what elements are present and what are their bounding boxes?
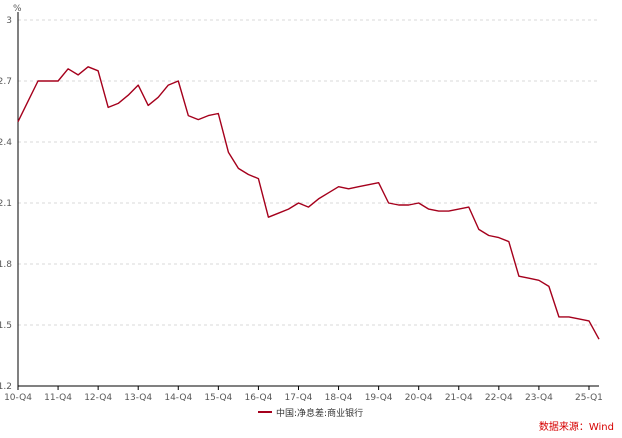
data-point — [567, 315, 570, 318]
data-point — [17, 120, 20, 123]
data-point — [197, 118, 200, 121]
y-axis-ticks: 1.2 1.5 1.8 2.1 2.4 2.7 3 — [0, 16, 12, 392]
legend[interactable]: 中国:净息差:商业银行 — [258, 405, 363, 419]
data-point — [467, 206, 470, 209]
data-point — [77, 73, 80, 76]
data-point — [307, 206, 310, 209]
data-point — [337, 185, 340, 188]
x-axis-ticks: 10-Q4 11-Q4 12-Q4 13-Q4 14-Q4 15-Q4 16-Q4 17-Q4… — [4, 386, 603, 403]
data-point — [477, 228, 480, 231]
data-point — [87, 65, 90, 68]
data-point — [227, 151, 230, 154]
data-point — [527, 277, 530, 280]
data-point — [437, 210, 440, 213]
data-point — [177, 80, 180, 83]
data-point — [487, 234, 490, 237]
data-point — [587, 319, 590, 322]
data-point — [598, 338, 601, 341]
data-point — [557, 315, 560, 318]
x-tick-label: 22-Q4 — [485, 393, 513, 403]
y-tick-label: 1.8 — [0, 260, 12, 270]
data-point — [107, 106, 110, 109]
y-axis-unit-label: % — [13, 4, 22, 14]
data-point — [67, 67, 70, 70]
x-tick-label: 19-Q4 — [365, 393, 393, 403]
data-point — [547, 285, 550, 288]
data-point — [217, 112, 220, 115]
data-point — [257, 177, 260, 180]
x-tick-label: 15-Q4 — [204, 393, 232, 403]
data-point — [427, 208, 430, 211]
data-point — [297, 202, 300, 205]
data-point — [407, 204, 410, 207]
data-point — [187, 114, 190, 117]
data-point — [387, 202, 390, 205]
data-point — [267, 216, 270, 219]
x-tick-label: 14-Q4 — [164, 393, 192, 403]
y-tick-label: 2.4 — [0, 138, 12, 148]
x-tick-label: 18-Q4 — [325, 393, 353, 403]
y-tick-label: 1.5 — [0, 321, 12, 331]
data-point — [537, 279, 540, 282]
data-point — [517, 275, 520, 278]
data-point — [347, 187, 350, 190]
y-tick-label: 2.7 — [0, 77, 12, 87]
x-tick-label: 11-Q4 — [44, 393, 72, 403]
data-point — [357, 185, 360, 188]
data-point — [147, 104, 150, 107]
axes — [17, 12, 599, 387]
data-point — [457, 208, 460, 211]
x-tick-label: 21-Q4 — [445, 393, 473, 403]
x-tick-label: 12-Q4 — [84, 393, 112, 403]
data-point — [377, 181, 380, 184]
data-point — [167, 84, 170, 87]
data-point — [327, 191, 330, 194]
data-point — [287, 208, 290, 211]
data-point — [47, 80, 50, 83]
data-point — [397, 204, 400, 207]
series-line — [17, 66, 600, 340]
gridlines — [18, 19, 599, 326]
data-point — [507, 240, 510, 243]
data-point — [247, 173, 250, 176]
x-tick-label: 17-Q4 — [285, 393, 313, 403]
y-tick-label: 3 — [6, 16, 12, 26]
data-point — [117, 102, 120, 105]
y-tick-label: 1.2 — [0, 382, 12, 392]
x-tick-label: 10-Q4 — [4, 393, 32, 403]
x-tick-label: 20-Q4 — [405, 393, 433, 403]
source-note: 数据来源：Wind — [538, 422, 614, 433]
data-point — [57, 80, 60, 83]
data-point — [317, 197, 320, 200]
data-point — [417, 202, 420, 205]
data-point — [447, 210, 450, 213]
data-point — [277, 212, 280, 215]
series-layer — [17, 65, 601, 341]
data-point — [37, 80, 40, 83]
data-point — [157, 96, 160, 99]
legend-swatch — [258, 411, 272, 413]
y-tick-label: 2.1 — [0, 199, 12, 209]
data-point — [27, 100, 30, 103]
data-point — [207, 114, 210, 117]
data-point — [137, 84, 140, 87]
x-tick-label: 25-Q1 — [575, 393, 603, 403]
legend-label: 中国:净息差:商业银行 — [276, 408, 364, 419]
data-point — [367, 183, 370, 186]
data-point — [237, 167, 240, 170]
x-tick-label: 23-Q4 — [525, 393, 553, 403]
data-point — [497, 236, 500, 239]
x-tick-label: 13-Q4 — [124, 393, 152, 403]
data-point — [127, 94, 130, 97]
x-tick-label: 16-Q4 — [244, 393, 272, 403]
data-point — [97, 69, 100, 72]
data-point — [577, 317, 580, 320]
